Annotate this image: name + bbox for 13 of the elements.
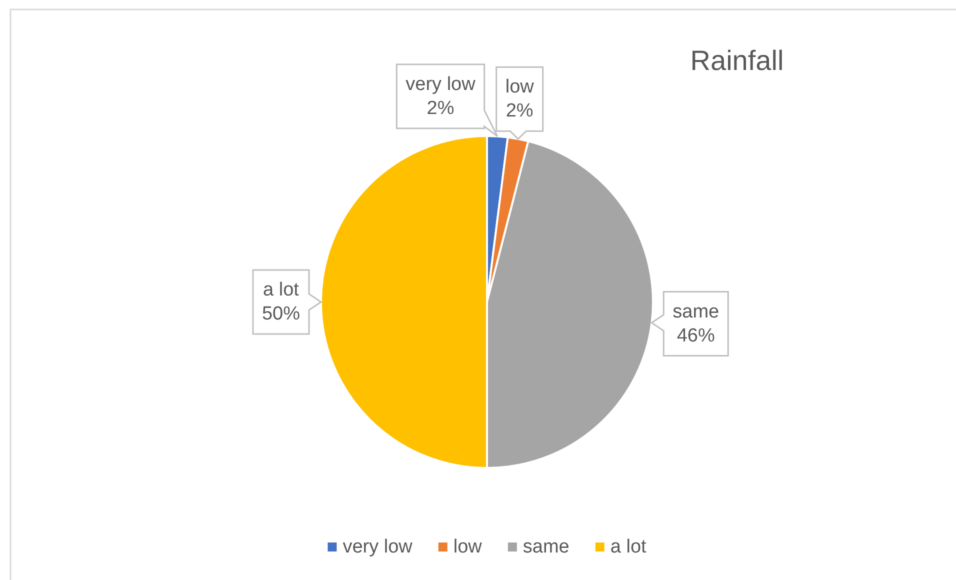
legend-label: low — [453, 536, 482, 558]
slice-label: very low — [406, 74, 476, 95]
data-label: 50% — [262, 304, 300, 324]
slice-label: same — [672, 301, 720, 322]
legend-label: a lot — [610, 536, 648, 558]
legend-label: same — [522, 536, 570, 558]
legend-label: very low — [342, 536, 413, 558]
chart-title: Rainfall — [690, 45, 784, 76]
slice-label: low — [505, 76, 534, 98]
data-label: 2% — [426, 98, 454, 119]
data-label: 2% — [506, 100, 534, 122]
slice-label: a lot — [263, 280, 300, 300]
data-label: 46% — [676, 325, 715, 346]
